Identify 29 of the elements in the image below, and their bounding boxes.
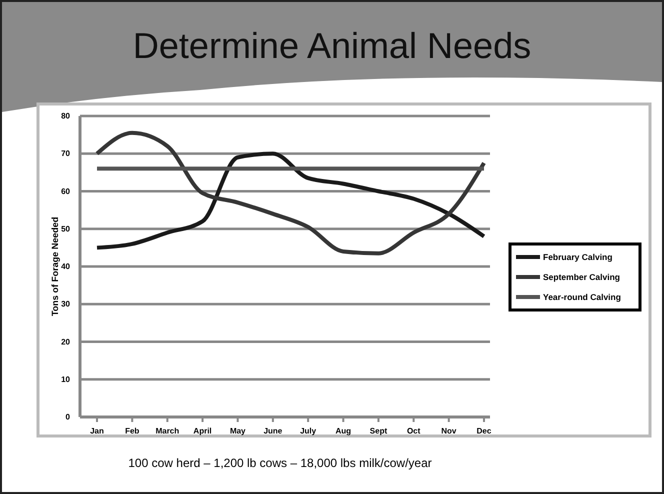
x-tick-label: Oct [406, 426, 421, 436]
y-tick-label: 70 [61, 149, 71, 158]
x-tick-label: Nov [441, 426, 457, 436]
x-tick-label: July [300, 426, 317, 436]
x-tick-label: April [193, 426, 212, 436]
legend-label: Year-round Calving [543, 292, 621, 302]
x-tick-label: March [156, 426, 180, 436]
y-tick-label: 40 [61, 262, 71, 272]
text: 100 cow herd – 1,200 lb cows – 18,000 lbs milk/cow/year [128, 456, 432, 470]
line-series [95, 152, 486, 250]
x-tick-label: May [230, 426, 246, 436]
x-tick-label: Jan [90, 426, 104, 436]
y-tick-label: 60 [61, 186, 71, 196]
x-tick-label: Dec [476, 426, 492, 436]
x-tick-label: Sept [370, 426, 388, 436]
x-tick-label: Feb [125, 426, 140, 436]
y-tick-label: 30 [61, 300, 71, 309]
legend-label: February Calving [543, 252, 612, 262]
y-tick-label: 0 [66, 412, 71, 422]
legend-label: September Calving [543, 272, 620, 282]
x-tick-label: Aug [335, 426, 352, 436]
y-tick-label: 50 [61, 224, 71, 234]
y-axis-title: Tons of Forage Needed [50, 216, 60, 316]
x-tick-label: June [264, 426, 283, 436]
y-tick-label: 80 [61, 112, 71, 121]
y-tick-label: 10 [61, 374, 71, 384]
y-tick-label: 20 [61, 337, 71, 346]
line-series [95, 130, 486, 256]
chart-title: Determine Animal Needs [132, 25, 532, 66]
